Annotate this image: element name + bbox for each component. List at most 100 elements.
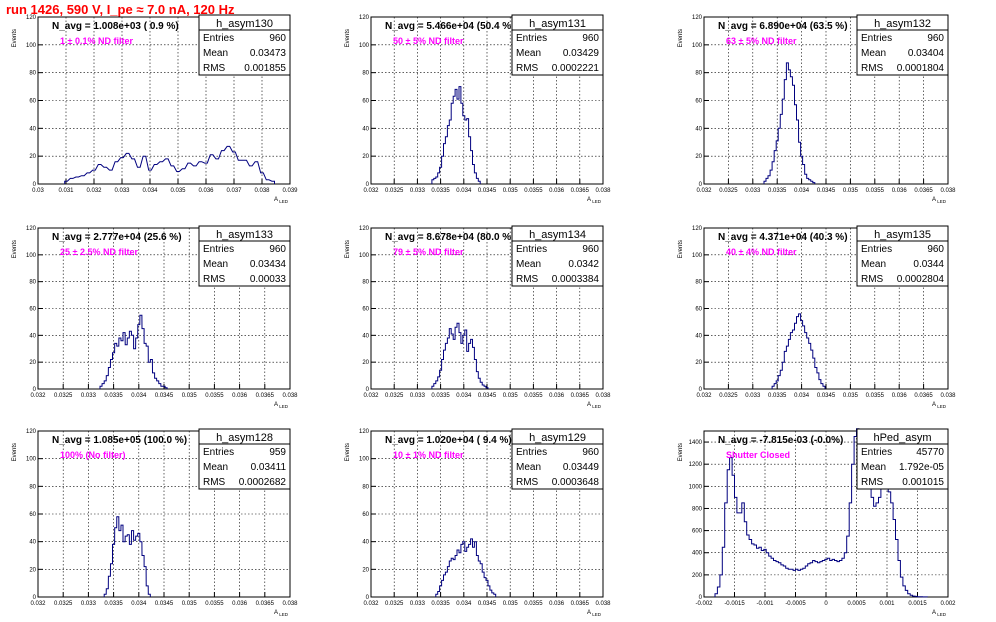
y-axis-title: Events bbox=[678, 240, 684, 258]
stats-key: Mean bbox=[861, 48, 886, 59]
y-tick-label: 1200 bbox=[689, 462, 703, 468]
stats-key: Mean bbox=[516, 462, 541, 473]
y-tick-label: 20 bbox=[362, 360, 369, 366]
y-tick-label: 100 bbox=[692, 253, 703, 259]
x-tick-label: 0.0325 bbox=[719, 188, 738, 194]
navg-label: N_avg = 1.085e+05 (100.0 %) bbox=[52, 435, 187, 446]
stats-box bbox=[198, 428, 291, 490]
x-tick-label: 0.0005 bbox=[847, 601, 866, 607]
y-tick-label: 20 bbox=[695, 360, 702, 366]
x-axis-title: A LED bbox=[587, 610, 602, 617]
stats-key: Entries bbox=[203, 447, 234, 458]
y-tick-label: 20 bbox=[695, 154, 702, 160]
x-tick-label: 0.0345 bbox=[478, 601, 497, 607]
x-tick-label: 0.03 bbox=[32, 188, 44, 194]
y-tick-label: 100 bbox=[359, 253, 370, 259]
x-tick-label: 0.034 bbox=[131, 393, 147, 399]
histogram-panel-h_asym131: 0.032 0.0325 0.033 0.0335 0.034 0.0345 0.035 0.… bbox=[345, 14, 611, 204]
x-tick-label: 0.032 bbox=[696, 188, 712, 194]
histogram-panel-h_asym134: 0.032 0.0325 0.033 0.0335 0.034 0.0345 0.035 0.… bbox=[345, 225, 611, 409]
x-tick-label: 0.001 bbox=[879, 601, 895, 607]
stats-value: 0.03434 bbox=[250, 259, 287, 270]
x-tick-label: 0.0345 bbox=[478, 188, 497, 194]
x-axis-title: A LED bbox=[932, 402, 947, 409]
filter-note: Shutter Closed bbox=[726, 450, 790, 460]
histogram-panel-h_asym129: 0.032 0.0325 0.033 0.0335 0.034 0.0345 0.035 0.… bbox=[345, 428, 611, 617]
y-tick-label: 100 bbox=[26, 253, 37, 259]
y-tick-label: 20 bbox=[362, 154, 369, 160]
x-tick-label: 0.037 bbox=[226, 188, 242, 194]
y-tick-label: 0 bbox=[366, 182, 370, 188]
navg-label: N_avg = 4.371e+04 (40.3 %) bbox=[718, 232, 848, 243]
x-tick-label: 0.0345 bbox=[817, 393, 836, 399]
stats-value: 0.00033 bbox=[250, 274, 287, 285]
x-tick-label: 0.039 bbox=[282, 188, 298, 194]
x-tick-label: 0.0345 bbox=[817, 188, 836, 194]
x-tick-label: 0.0365 bbox=[914, 393, 933, 399]
x-tick-label: 0.035 bbox=[843, 188, 859, 194]
x-tick-label: 0.036 bbox=[232, 601, 248, 607]
y-tick-label: 40 bbox=[29, 333, 36, 339]
x-tick-label: 0.034 bbox=[142, 188, 158, 194]
y-tick-label: 120 bbox=[359, 15, 370, 21]
stats-title: hPed_asym bbox=[873, 432, 931, 444]
x-tick-label: 0.033 bbox=[410, 188, 426, 194]
x-tick-label: 0.035 bbox=[843, 393, 859, 399]
y-tick-label: 200 bbox=[692, 573, 703, 579]
x-axis-title: A LED bbox=[274, 402, 289, 409]
y-tick-label: 120 bbox=[692, 226, 703, 232]
stats-value: 0.0002221 bbox=[552, 63, 600, 74]
x-tick-label: 0.034 bbox=[456, 188, 472, 194]
x-tick-label: 0.002 bbox=[940, 601, 956, 607]
x-tick-label: 0.0355 bbox=[205, 601, 224, 607]
stats-key: RMS bbox=[516, 477, 539, 488]
histogram-series bbox=[431, 86, 481, 184]
y-tick-label: 120 bbox=[692, 15, 703, 21]
stats-key: RMS bbox=[861, 274, 884, 285]
stats-value: 960 bbox=[582, 447, 599, 458]
y-tick-label: 100 bbox=[26, 457, 37, 463]
x-tick-label: 0.035 bbox=[503, 601, 519, 607]
y-tick-label: 800 bbox=[692, 506, 703, 512]
filter-note: 79 ± 5% ND filter bbox=[393, 247, 464, 257]
y-tick-label: 60 bbox=[362, 307, 369, 313]
y-tick-label: 40 bbox=[695, 126, 702, 132]
y-axis-title: Events bbox=[678, 29, 684, 47]
x-tick-label: -0.0005 bbox=[785, 601, 806, 607]
y-tick-label: 40 bbox=[362, 333, 369, 339]
stats-value: 0.001855 bbox=[244, 63, 286, 74]
x-tick-label: 0.036 bbox=[232, 393, 248, 399]
x-tick-label: 0.0345 bbox=[155, 393, 174, 399]
y-tick-label: 40 bbox=[29, 126, 36, 132]
stats-value: 0.03473 bbox=[250, 48, 287, 59]
x-tick-label: 0.0365 bbox=[256, 601, 275, 607]
y-tick-label: 80 bbox=[362, 71, 369, 77]
x-tick-label: 0.033 bbox=[81, 601, 97, 607]
x-tick-label: 0.038 bbox=[595, 393, 611, 399]
x-tick-label: -0.001 bbox=[756, 601, 774, 607]
y-axis-title: Events bbox=[12, 29, 18, 47]
x-tick-label: 0.0335 bbox=[431, 393, 450, 399]
y-tick-label: 120 bbox=[359, 429, 370, 435]
x-tick-label: 0.031 bbox=[58, 188, 74, 194]
x-tick-label: 0.036 bbox=[892, 393, 908, 399]
x-tick-label: 0.033 bbox=[410, 393, 426, 399]
y-tick-label: 80 bbox=[362, 280, 369, 286]
x-tick-label: 0.032 bbox=[86, 188, 102, 194]
y-tick-label: 1400 bbox=[689, 440, 703, 446]
x-tick-label: 0.038 bbox=[595, 188, 611, 194]
x-tick-label: 0.038 bbox=[595, 601, 611, 607]
stats-key: Mean bbox=[516, 259, 541, 270]
filter-note: 63 ± 5% ND filter bbox=[726, 36, 797, 46]
y-tick-label: 40 bbox=[362, 126, 369, 132]
y-tick-label: 0 bbox=[33, 182, 37, 188]
y-tick-label: 0 bbox=[33, 387, 37, 393]
y-tick-label: 80 bbox=[29, 484, 36, 490]
y-tick-label: 60 bbox=[695, 99, 702, 105]
x-tick-label: 0.032 bbox=[30, 601, 46, 607]
x-tick-label: 0.0325 bbox=[54, 393, 73, 399]
stats-key: RMS bbox=[203, 274, 226, 285]
x-tick-label: 0.0355 bbox=[866, 188, 885, 194]
x-tick-label: 0 bbox=[824, 601, 828, 607]
stats-box bbox=[856, 428, 949, 490]
